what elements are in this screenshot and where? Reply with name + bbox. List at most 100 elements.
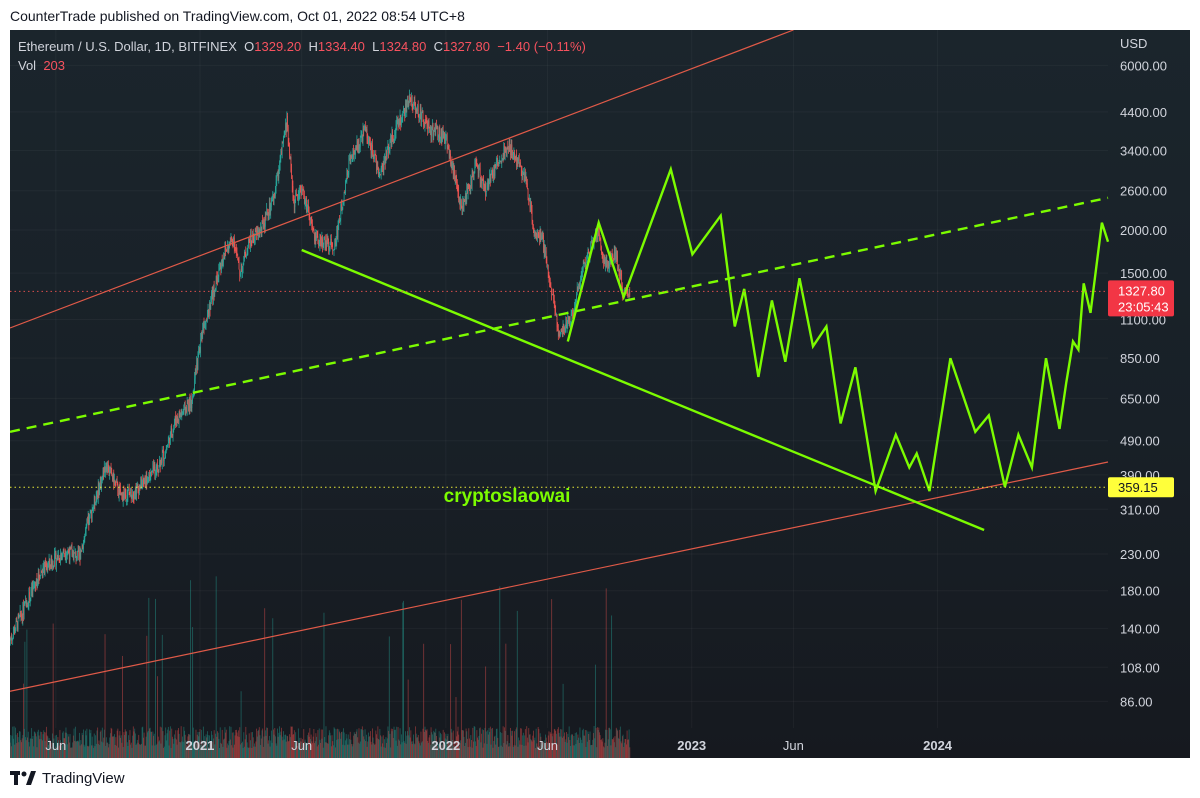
volume-bar <box>516 610 518 758</box>
candle-body <box>241 268 243 272</box>
volume-bar <box>277 736 279 758</box>
candle-body <box>285 123 287 131</box>
candle-body <box>54 552 56 554</box>
candle-body <box>521 169 523 178</box>
candle-body <box>92 509 94 511</box>
volume-bar <box>596 727 598 758</box>
candle-body <box>300 188 301 192</box>
volume-bar <box>195 729 197 758</box>
volume-bar <box>628 729 630 758</box>
volume-bar <box>139 744 141 758</box>
chart-area[interactable]: cryptoslaowai USD 6000.00 4400.00 3400.00 26… <box>10 30 1190 758</box>
candle-body <box>413 108 414 109</box>
candle-body <box>534 231 536 233</box>
volume-bar <box>503 742 505 758</box>
candle-body <box>270 206 272 213</box>
candle-body <box>447 146 449 149</box>
candle-body <box>251 241 253 243</box>
candle-body <box>188 398 190 411</box>
candle-body <box>207 309 209 314</box>
volume-bar <box>445 733 447 758</box>
volume-bar <box>40 739 42 758</box>
volume-bar <box>217 732 219 758</box>
volume-bar <box>534 737 536 758</box>
candle-body <box>477 165 478 168</box>
volume-bar <box>617 730 619 758</box>
candle-body <box>228 244 229 251</box>
candle-body <box>506 146 508 154</box>
volume-bar <box>95 743 97 758</box>
volume-bar <box>500 745 502 758</box>
volume-bar <box>300 737 302 758</box>
volume-bar <box>169 730 171 758</box>
volume-bar <box>428 737 430 758</box>
volume-bar <box>205 734 207 758</box>
candle-body <box>188 404 189 411</box>
candle-body <box>133 496 135 498</box>
candle-body <box>375 155 377 159</box>
candle-body <box>184 403 186 412</box>
volume-bar <box>268 735 270 758</box>
price-axis[interactable]: USD6000.004400.003400.002600.002000.0015… <box>1108 36 1174 709</box>
candle-body <box>145 481 146 487</box>
candle-body <box>321 238 323 244</box>
volume-bar <box>504 730 506 758</box>
candle-body <box>29 597 31 603</box>
volume-bar <box>366 746 368 758</box>
volume-bar <box>583 735 585 758</box>
volume-bar <box>323 612 325 758</box>
candle-body <box>38 571 39 583</box>
tradingview-logo[interactable]: TradingView <box>10 768 125 788</box>
candle-body <box>65 553 66 558</box>
time-tick-label: 2023 <box>677 738 706 753</box>
candle-body <box>446 135 447 137</box>
volume-bar <box>543 742 545 758</box>
volume-bar <box>321 738 323 758</box>
volume-bar <box>334 728 336 758</box>
volume-bar <box>444 738 446 758</box>
candle-body <box>537 234 539 235</box>
volume-bar <box>166 733 168 758</box>
candle-body <box>227 244 228 252</box>
candle-body <box>93 496 95 507</box>
candle-body <box>43 563 45 567</box>
candle-body <box>189 398 191 409</box>
volume-bar <box>517 746 519 758</box>
candle-body <box>212 291 214 300</box>
volume-bar <box>187 736 189 758</box>
candle-body <box>159 460 161 467</box>
candle-body <box>210 301 212 310</box>
candle-body <box>361 135 362 137</box>
candle-body <box>458 191 459 200</box>
volume-bar <box>454 747 456 758</box>
volume-bar <box>23 683 24 758</box>
candle-body <box>381 163 383 171</box>
volume-bar <box>559 729 561 758</box>
candle-body <box>468 184 470 185</box>
volume-bar <box>38 735 40 758</box>
chart-svg[interactable]: cryptoslaowai USD6000.004400.003400.0026… <box>10 30 1190 758</box>
candle-body <box>79 551 80 557</box>
volume-bar <box>476 730 478 758</box>
volume-bar <box>287 736 289 758</box>
volume-bar <box>577 734 579 758</box>
candle-body <box>475 159 477 166</box>
volume-bar <box>571 733 573 758</box>
volume-bar <box>589 731 591 758</box>
high-value: 1334.40 <box>317 39 365 54</box>
price-tick-label: 86.00 <box>1120 694 1153 709</box>
candle-body <box>170 428 172 432</box>
candle-body <box>34 584 36 586</box>
volume-bar <box>270 730 272 758</box>
candle-body <box>278 170 280 179</box>
volume-bar <box>110 727 112 758</box>
time-axis[interactable]: Jun 2021 Jun 2022 Jun 2023 Jun 2024 <box>45 738 952 753</box>
candle-body <box>40 575 41 579</box>
volume-bar <box>385 737 387 758</box>
volume-bar <box>141 727 143 758</box>
volume-bar <box>183 726 185 758</box>
candle-body <box>168 440 169 446</box>
candle-body <box>137 484 139 488</box>
candle-body <box>208 309 210 313</box>
candle-body <box>360 137 361 147</box>
